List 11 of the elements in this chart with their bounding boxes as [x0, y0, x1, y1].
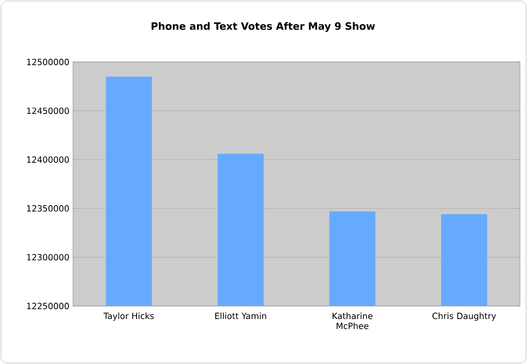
- y-tick-label: 12300000: [27, 254, 69, 260]
- y-tick-label: 12500000: [27, 58, 69, 66]
- chart-title: Phone and Text Votes After May 9 Show: [152, 22, 375, 32]
- x-tick-label: Elliott Yamin: [215, 312, 266, 320]
- y-tick-label: 12400000: [27, 156, 69, 163]
- y-tick-label: 12250000: [27, 302, 69, 310]
- x-tick-label: Chris Daughtry: [432, 312, 496, 321]
- x-tick-label: Taylor Hicks: [104, 312, 154, 321]
- y-tick-label: 12350000: [27, 205, 69, 212]
- y-tick-label: 12450000: [27, 108, 69, 114]
- x-tick-label: Katharine McPhee: [332, 312, 372, 330]
